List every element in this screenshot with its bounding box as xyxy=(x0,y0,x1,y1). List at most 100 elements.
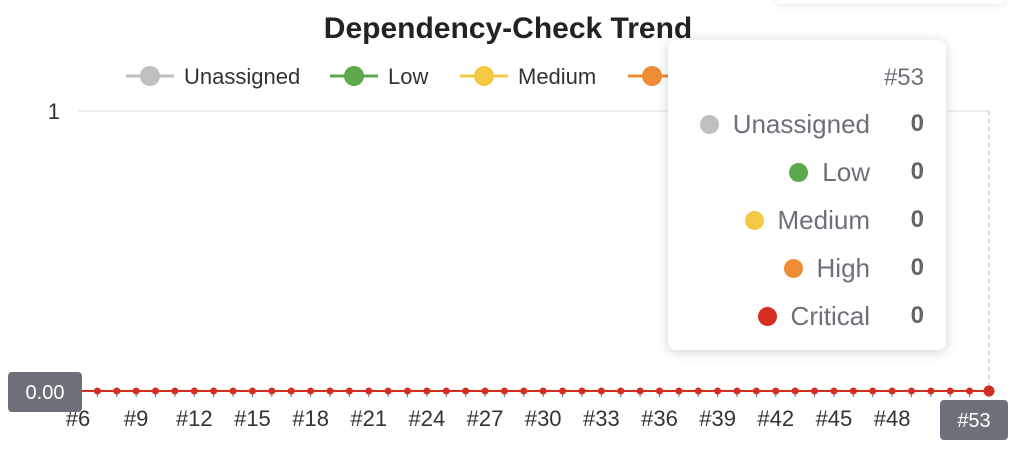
data-point xyxy=(849,387,857,395)
data-point xyxy=(93,387,101,395)
axis-pointer-x-label: #53 xyxy=(957,410,990,432)
data-point xyxy=(597,387,605,395)
x-tick-label: #33 xyxy=(583,406,620,431)
legend-marker xyxy=(140,66,160,86)
legend-label: Medium xyxy=(518,64,596,89)
x-tick-label: #9 xyxy=(124,406,148,431)
tooltip-title: #53 xyxy=(883,64,924,91)
data-point xyxy=(520,387,528,395)
tooltip-row-label: Low xyxy=(822,157,870,187)
data-point xyxy=(462,387,470,395)
y-tick-label: 1 xyxy=(48,99,60,124)
data-point xyxy=(539,387,547,395)
legend-label: Low xyxy=(388,64,428,89)
data-point xyxy=(384,387,392,395)
x-tick-label: #30 xyxy=(525,406,562,431)
data-point xyxy=(307,387,315,395)
toolbar-shadow xyxy=(775,0,1005,4)
legend-marker xyxy=(642,66,662,86)
tooltip-row-label: Medium xyxy=(777,205,870,235)
data-point xyxy=(152,387,160,395)
data-point xyxy=(907,387,915,395)
legend-item-unassigned[interactable]: Unassigned xyxy=(126,64,300,89)
data-point xyxy=(345,387,353,395)
legend-marker xyxy=(474,66,494,86)
tooltip-marker xyxy=(744,211,764,230)
data-point xyxy=(365,387,373,395)
data-point xyxy=(287,387,295,395)
data-point xyxy=(559,387,567,395)
data-point xyxy=(714,387,722,395)
chart-title: Dependency-Check Trend xyxy=(324,12,692,45)
tooltip-marker xyxy=(783,259,803,278)
data-point xyxy=(869,387,877,395)
data-point xyxy=(248,387,256,395)
data-point xyxy=(811,387,819,395)
data-point xyxy=(132,387,140,395)
data-point xyxy=(617,387,625,395)
tooltip-row-value: 0 xyxy=(910,110,924,137)
x-tick-label: #24 xyxy=(409,406,446,431)
tooltip-row-label: Unassigned xyxy=(732,109,870,139)
x-tick-label: #36 xyxy=(641,406,678,431)
data-point xyxy=(210,387,218,395)
axis-pointer-x-label-bg xyxy=(940,400,1008,440)
data-point xyxy=(752,387,760,395)
data-point-highlighted xyxy=(983,385,995,397)
tooltip-marker xyxy=(699,115,719,134)
legend-marker xyxy=(344,66,364,86)
data-point xyxy=(927,387,935,395)
tooltip-row-value: 0 xyxy=(910,158,924,185)
tooltip-row-label: High xyxy=(816,253,870,283)
data-point xyxy=(481,387,489,395)
legend-item-low[interactable]: Low xyxy=(330,64,428,89)
x-tick-label: #15 xyxy=(234,406,271,431)
data-point xyxy=(326,387,334,395)
data-point xyxy=(772,387,780,395)
x-tick-label: #48 xyxy=(874,406,911,431)
legend-label: Unassigned xyxy=(184,64,300,89)
x-tick-label: #39 xyxy=(699,406,736,431)
data-point xyxy=(675,387,683,395)
tooltip-row-critical: Critical 0 xyxy=(668,296,946,336)
tooltip-row-value: 0 xyxy=(910,254,924,281)
axis-pointer-y-label-bg xyxy=(8,372,82,412)
tooltip-row-medium: Medium 0 xyxy=(668,200,946,240)
chart-tooltip: #53 Unassigned 0 Low 0 Medium 0 High 0 Critical 0 xyxy=(668,40,946,350)
tooltip-marker xyxy=(789,163,809,182)
tooltip-row-label: Critical xyxy=(790,301,870,331)
x-tick-label: #21 xyxy=(350,406,387,431)
data-point xyxy=(694,387,702,395)
data-point xyxy=(888,387,896,395)
axis-pointer-y-label: 0.00 xyxy=(26,382,65,404)
data-point xyxy=(268,387,276,395)
tooltip-row-high: High 0 xyxy=(668,248,946,288)
tooltip-row-value: 0 xyxy=(910,206,924,233)
tooltip-row-value: 0 xyxy=(910,302,924,329)
data-point xyxy=(655,387,663,395)
x-tick-label: #12 xyxy=(176,406,213,431)
data-point xyxy=(500,387,508,395)
tooltip-row-low: Low 0 xyxy=(668,152,946,192)
data-point xyxy=(171,387,179,395)
data-point xyxy=(113,387,121,395)
data-point xyxy=(404,387,412,395)
data-point xyxy=(830,387,838,395)
data-point xyxy=(946,387,954,395)
legend-item-medium[interactable]: Medium xyxy=(460,64,596,89)
x-tick-label: #42 xyxy=(757,406,794,431)
data-point xyxy=(229,387,237,395)
data-point xyxy=(190,387,198,395)
x-tick-label: #18 xyxy=(292,406,329,431)
data-point xyxy=(578,387,586,395)
x-tick-label: #27 xyxy=(467,406,504,431)
x-tick-label: #45 xyxy=(816,406,853,431)
tooltip-marker xyxy=(757,307,777,326)
data-point xyxy=(423,387,431,395)
data-point xyxy=(733,387,741,395)
data-point xyxy=(966,387,974,395)
data-point xyxy=(636,387,644,395)
data-point xyxy=(442,387,450,395)
